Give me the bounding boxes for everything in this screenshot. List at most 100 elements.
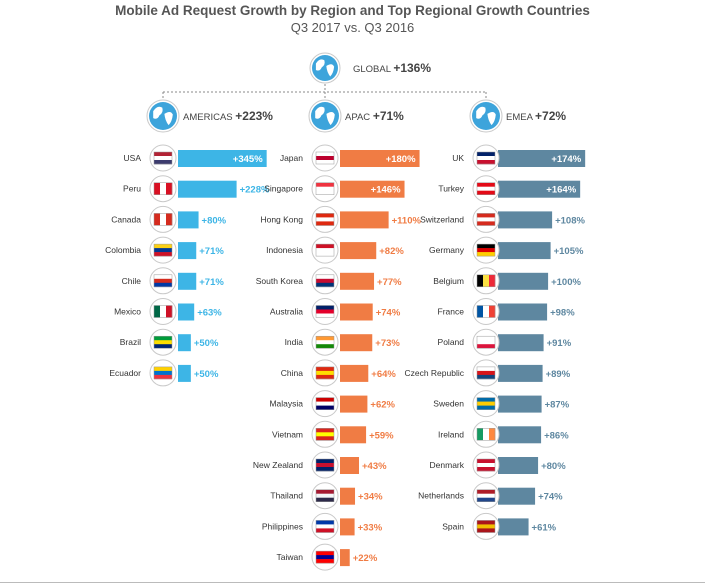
bar-apac-australia [340, 303, 373, 321]
country-label-singapore: Singapore [264, 184, 303, 194]
value-label-new-zealand: +43% [362, 461, 387, 472]
bar-apac-indonesia [340, 242, 377, 260]
bar-apac-thailand [340, 487, 356, 505]
country-label-ireland: Ireland [438, 429, 464, 439]
bar-americas-brazil [178, 334, 191, 352]
apac-region-label: APAC +71% [345, 109, 404, 123]
value-label-vietnam: +59% [369, 430, 394, 441]
country-label-south-korea: South Korea [256, 276, 304, 286]
flag-brazil-icon [149, 328, 177, 356]
bar-emea-belgium [498, 272, 549, 290]
emea-globe-icon [469, 99, 503, 133]
bar-emea-ireland [498, 426, 542, 444]
bar-apac-china [340, 364, 369, 382]
bar-emea-sweden [498, 395, 542, 413]
flag-belgium-icon [472, 267, 500, 295]
bar-emea-uk [498, 150, 586, 167]
country-label-netherlands: Netherlands [418, 491, 464, 501]
value-label-peru: +228% [240, 185, 270, 196]
chart-subtitle: Q3 2017 vs. Q3 2016 [290, 20, 415, 35]
bar-apac-vietnam [340, 426, 367, 444]
country-label-japan: Japan [280, 153, 303, 163]
country-label-new-zealand: New Zealand [253, 460, 303, 470]
value-label-singapore: +146% [371, 185, 401, 196]
value-label-philippines: +33% [358, 522, 383, 533]
country-label-vietnam: Vietnam [272, 429, 303, 439]
bar-americas-ecuador [178, 364, 191, 382]
flag-france-icon [472, 298, 500, 325]
value-label-switzerland: +108% [555, 215, 585, 226]
flag-usa-icon [149, 144, 177, 172]
value-label-south-korea: +77% [377, 277, 402, 288]
bar-americas-canada [178, 211, 199, 229]
bar-emea-netherlands [498, 487, 536, 505]
country-label-hong-kong: Hong Kong [260, 214, 303, 224]
country-label-usa: USA [124, 153, 142, 163]
value-label-china: +64% [371, 369, 396, 380]
country-label-colombia: Colombia [105, 245, 141, 255]
value-label-hong-kong: +110% [392, 215, 422, 226]
emea-region-label: EMEA +72% [506, 109, 566, 123]
country-label-india: India [285, 337, 304, 347]
flag-sweden-icon [472, 390, 500, 418]
value-label-belgium: +100% [551, 277, 581, 288]
flag-chile-icon [149, 267, 177, 295]
value-label-japan: +180% [386, 154, 416, 165]
bar-apac-hong-kong [340, 211, 389, 229]
value-label-sweden: +87% [545, 400, 570, 411]
value-label-poland: +91% [547, 338, 572, 349]
bar-apac-japan [340, 150, 420, 167]
country-label-belgium: Belgium [433, 276, 464, 286]
country-label-mexico: Mexico [114, 307, 141, 317]
bar-americas-usa [178, 150, 267, 167]
value-label-india: +73% [375, 338, 400, 349]
bar-emea-turkey [498, 180, 581, 198]
value-label-taiwan: +22% [353, 553, 378, 564]
country-label-canada: Canada [111, 214, 141, 224]
flag-singapore-icon [311, 175, 339, 203]
flag-mexico-icon [149, 298, 177, 325]
flag-new-zealand-icon [311, 451, 339, 479]
flag-malaysia-icon [311, 390, 339, 418]
bottom-divider [0, 582, 705, 583]
value-label-ecuador: +50% [194, 369, 219, 380]
country-label-thailand: Thailand [270, 491, 303, 501]
country-label-sweden: Sweden [433, 399, 464, 409]
chart-title: Mobile Ad Request Growth by Region and T… [115, 3, 590, 18]
bar-emea-france [498, 303, 548, 321]
flag-japan-icon [311, 144, 339, 172]
value-label-uk: +174% [551, 154, 581, 165]
bar-apac-singapore [340, 180, 405, 198]
flag-canada-icon [149, 205, 177, 233]
country-label-denmark: Denmark [430, 460, 465, 470]
value-label-canada: +80% [202, 215, 227, 226]
bar-emea-denmark [498, 457, 539, 474]
flag-netherlands-icon [472, 482, 500, 510]
country-label-germany: Germany [429, 245, 465, 255]
flag-china-icon [311, 359, 339, 387]
flag-colombia-icon [149, 236, 177, 264]
bar-americas-peru [178, 180, 237, 198]
country-label-indonesia: Indonesia [266, 245, 303, 255]
value-label-france: +98% [550, 308, 575, 319]
flag-south-korea-icon [311, 267, 339, 295]
bar-emea-czech-republic [498, 364, 543, 382]
flag-philippines-icon [311, 512, 339, 540]
flag-uk-icon [472, 144, 500, 172]
flag-taiwan-icon [311, 543, 339, 571]
americas-globe-icon [146, 99, 180, 133]
flag-hong-kong-icon [311, 205, 339, 233]
value-label-malaysia: +62% [370, 400, 395, 411]
country-label-uk: UK [452, 153, 464, 163]
value-label-germany: +105% [554, 246, 584, 257]
bar-emea-germany [498, 242, 551, 260]
value-label-brazil: +50% [194, 338, 219, 349]
value-label-ireland: +86% [544, 430, 569, 441]
country-label-australia: Australia [270, 307, 303, 317]
global-globe-icon [309, 52, 341, 84]
flag-vietnam-icon [311, 420, 339, 448]
value-label-netherlands: +74% [538, 492, 563, 503]
flag-czech-republic-icon [472, 359, 500, 387]
country-label-chile: Chile [122, 276, 142, 286]
